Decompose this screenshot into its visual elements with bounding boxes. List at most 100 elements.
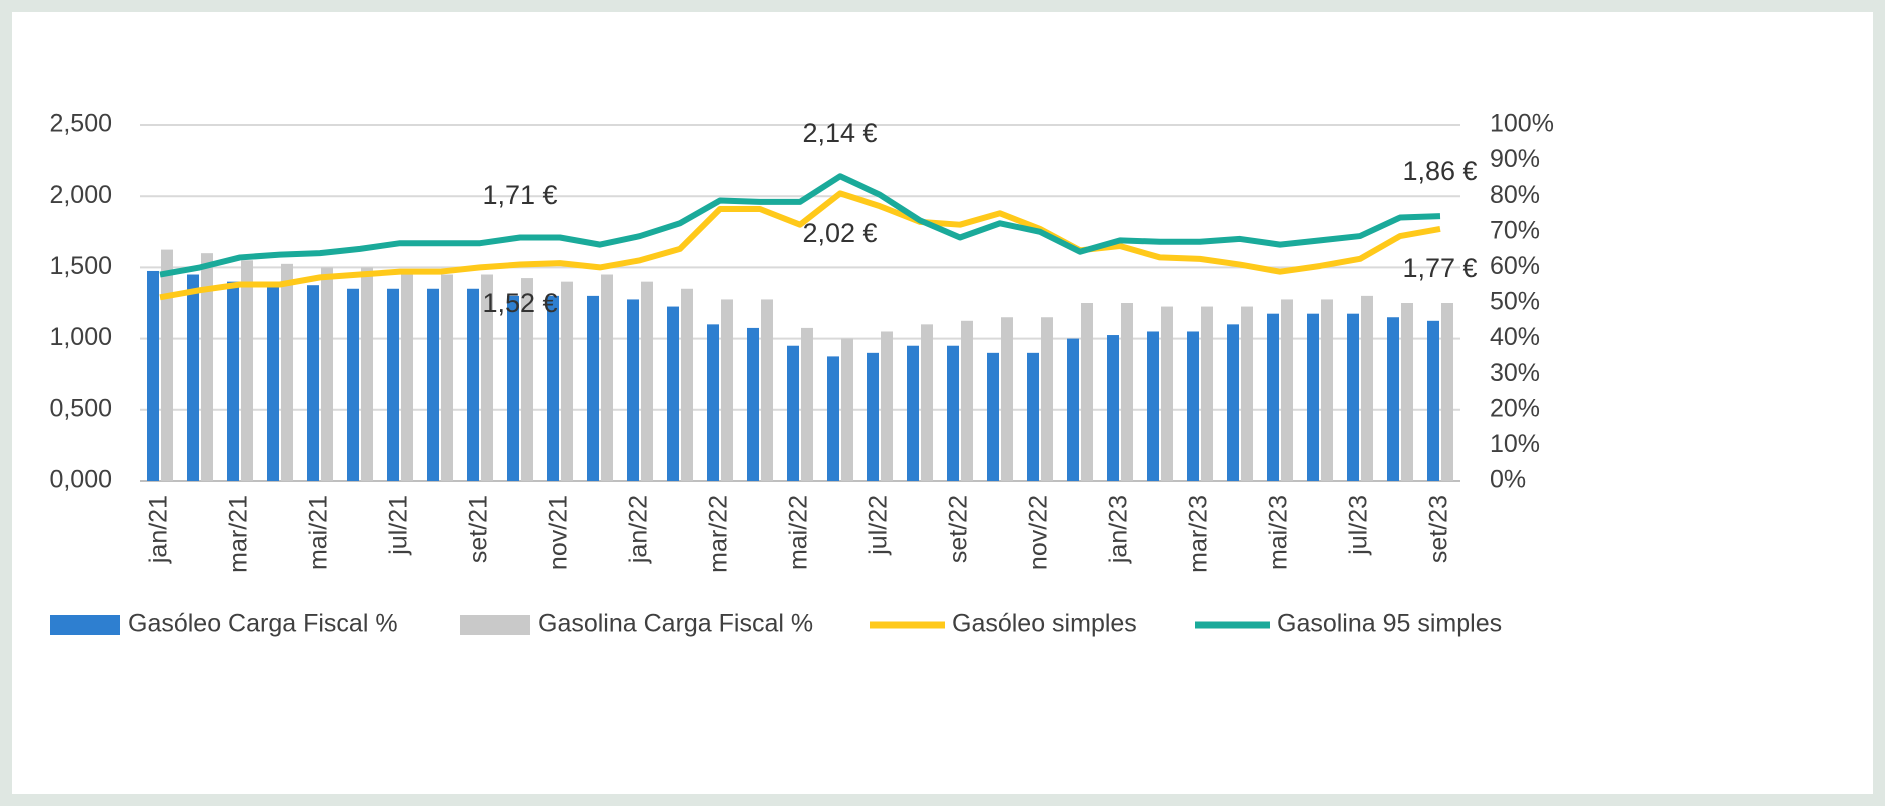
bar [561, 281, 573, 481]
bar [401, 270, 413, 481]
y-tick-label: 0,500 [49, 394, 112, 422]
y-tick-label: 2,500 [49, 110, 112, 138]
bar [961, 320, 973, 481]
bar [987, 352, 999, 481]
bar [307, 285, 319, 481]
x-tick-label: jul/23 [1345, 495, 1373, 556]
bar [227, 281, 239, 481]
x-tick-label: jul/22 [865, 495, 893, 556]
line [159, 173, 1441, 278]
x-tick-label: mai/23 [1265, 495, 1293, 570]
bar [1201, 306, 1213, 481]
y2-tick-label: 30% [1490, 359, 1540, 387]
bar [801, 327, 813, 481]
x-tick-label: mai/21 [305, 495, 333, 570]
bar [1347, 313, 1359, 481]
y2-tick-label: 50% [1490, 288, 1540, 316]
y2-tick-label: 90% [1490, 145, 1540, 173]
bar [481, 274, 493, 481]
y2-tick-label: 60% [1490, 252, 1540, 280]
bar [361, 267, 373, 481]
bar [1441, 303, 1453, 481]
x-tick-label: jul/21 [385, 495, 413, 556]
annotation: 1,71 € [482, 180, 557, 210]
x-tick-label: jan/22 [625, 495, 653, 564]
bar [587, 295, 599, 481]
annotation: 1,86 € [1402, 156, 1477, 186]
bar [1107, 335, 1119, 481]
bar [667, 306, 679, 481]
bar [947, 345, 959, 481]
bar [1041, 317, 1053, 481]
bar [881, 331, 893, 481]
bar [427, 288, 439, 481]
bar [507, 295, 519, 481]
y2-tick-label: 0% [1490, 466, 1526, 494]
y2-tick-label: 70% [1490, 216, 1540, 244]
y-tick-label: 2,000 [49, 181, 112, 209]
y2-tick-label: 10% [1490, 430, 1540, 458]
y-tick-label: 1,500 [49, 252, 112, 280]
bar [1001, 317, 1013, 481]
bar [1187, 331, 1199, 481]
bar [641, 281, 653, 481]
bar [281, 263, 293, 481]
bar [147, 270, 159, 481]
bar [1067, 338, 1079, 481]
annotation: 1,52 € [482, 288, 557, 318]
bar [547, 295, 559, 481]
x-tick-label: mar/21 [225, 495, 253, 573]
bar [161, 249, 173, 481]
bar [1241, 306, 1253, 481]
y2-tick-label: 80% [1490, 181, 1540, 209]
bar [521, 278, 533, 481]
bar [1081, 303, 1093, 481]
bar [1307, 313, 1319, 481]
y-tick-label: 1,000 [49, 323, 112, 351]
bar [827, 356, 839, 481]
x-tick-label: nov/21 [545, 495, 573, 570]
x-tick-label: mai/22 [785, 495, 813, 570]
bar [201, 253, 213, 481]
bar [1147, 331, 1159, 481]
y2-tick-label: 40% [1490, 323, 1540, 351]
bar [907, 345, 919, 481]
legend-label: Gasóleo Carga Fiscal % [128, 610, 398, 638]
bar [867, 352, 879, 481]
bar [787, 345, 799, 481]
bar [347, 288, 359, 481]
legend-label: Gasolina 95 simples [1277, 610, 1502, 638]
bar [841, 338, 853, 481]
annotation: 1,77 € [1402, 253, 1477, 283]
bar [1027, 352, 1039, 481]
legend-label: Gasóleo simples [952, 610, 1137, 638]
x-tick-label: mar/22 [705, 495, 733, 573]
bar [761, 299, 773, 481]
x-tick-label: jan/21 [145, 495, 173, 564]
bar [1427, 320, 1439, 481]
y-tick-label: 0,000 [49, 466, 112, 494]
bar [1321, 299, 1333, 481]
legend-swatch [460, 615, 530, 635]
bar [441, 274, 453, 481]
bar [1401, 303, 1413, 481]
bar [707, 324, 719, 481]
bar [921, 324, 933, 481]
bar [747, 327, 759, 481]
x-tick-label: mar/23 [1185, 495, 1213, 573]
bar [1361, 295, 1373, 481]
x-tick-label: set/21 [465, 495, 493, 563]
bar [387, 288, 399, 481]
bar [681, 288, 693, 481]
y2-tick-label: 20% [1490, 394, 1540, 422]
bar [627, 299, 639, 481]
line [159, 190, 1441, 301]
bar [241, 260, 253, 481]
bar [321, 267, 333, 481]
x-tick-label: jan/23 [1105, 495, 1133, 564]
bar [1227, 324, 1239, 481]
annotation: 2,14 € [802, 118, 877, 148]
x-tick-label: set/22 [945, 495, 973, 563]
bar [601, 274, 613, 481]
